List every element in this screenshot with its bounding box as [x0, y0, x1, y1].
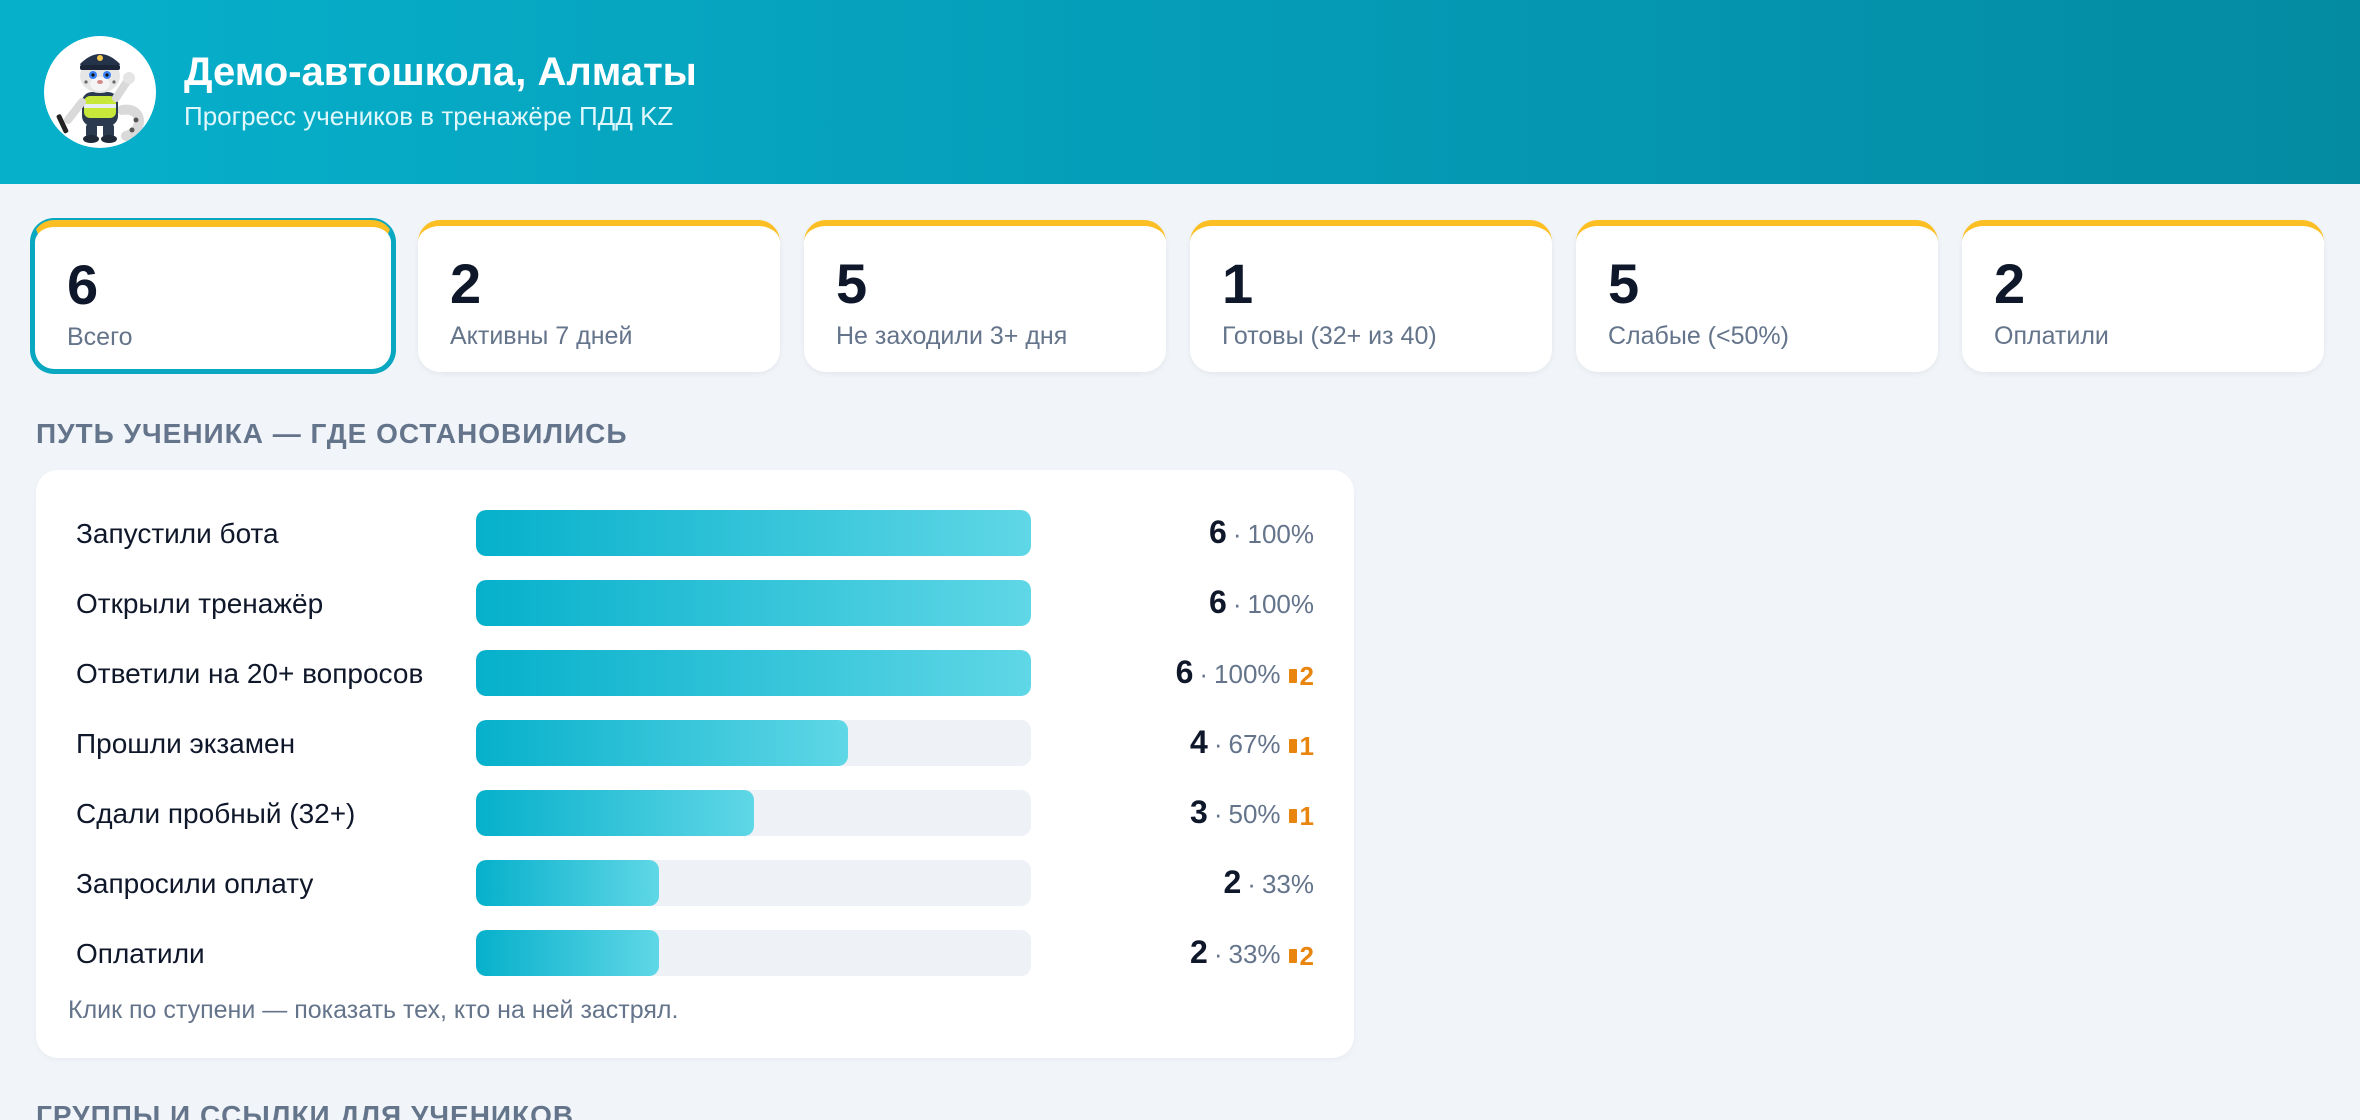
stat-value: 5: [836, 252, 868, 315]
avatar: [44, 36, 156, 148]
funnel-step-label: Сдали пробный (32+): [76, 798, 356, 829]
funnel-step-percent: 100%: [1247, 589, 1315, 619]
stuck-badge: 1: [1288, 730, 1314, 762]
funnel-bar-fill: [476, 790, 754, 836]
stuck-marker-icon: [1288, 669, 1297, 683]
stuck-badge: 1: [1288, 800, 1314, 832]
stat-value: 2: [450, 252, 482, 315]
stuck-count: 2: [1299, 940, 1314, 971]
funnel-step-count: 2: [1190, 934, 1208, 970]
stat-label: Оплатили: [1994, 322, 2109, 350]
funnel-step-count: 3: [1190, 794, 1208, 830]
funnel-bar-track: [476, 790, 1031, 836]
stat-value: 2: [1994, 252, 2026, 315]
separator-dot: ·: [1199, 659, 1209, 689]
funnel-step-stats: 2 · 33% 2: [1190, 934, 1314, 974]
funnel-step-stats: 6 · 100%: [1209, 584, 1314, 624]
funnel-step-count: 2: [1223, 864, 1242, 900]
stats-row: 6 Всего 2 Активны 7 дней 5 Не заходили 3…: [32, 218, 2326, 376]
stat-value: 5: [1608, 252, 1640, 315]
funnel-card: Запустили бота 6 · 100% Открыли тренажёр 6 · 10…: [36, 470, 1354, 1058]
stuck-badge: 2: [1288, 940, 1314, 972]
separator-dot: ·: [1247, 869, 1256, 899]
funnel-step[interactable]: Запросили оплату 2 · 33%: [36, 858, 1354, 908]
funnel-step-stats: 3 · 50% 1: [1190, 794, 1314, 834]
funnel-step-percent: 100%: [1247, 519, 1315, 549]
stuck-count: 2: [1299, 660, 1314, 691]
stuck-marker-icon: [1288, 809, 1297, 823]
stuck-marker-icon: [1288, 739, 1297, 753]
separator-dot: ·: [1232, 519, 1242, 549]
funnel-step-percent: 67%: [1228, 729, 1281, 759]
funnel-bar-fill: [476, 650, 1031, 696]
funnel-step[interactable]: Сдали пробный (32+) 3 · 50% 1: [36, 788, 1354, 838]
funnel-step-label: Прошли экзамен: [76, 728, 296, 759]
funnel-bar-fill: [476, 580, 1031, 626]
funnel-step-stats: 4 · 67% 1: [1190, 724, 1314, 764]
separator-dot: ·: [1232, 589, 1242, 619]
funnel-step-percent: 33%: [1261, 869, 1314, 899]
stuck-count: 1: [1299, 800, 1314, 831]
funnel-bar-track: [476, 510, 1031, 556]
funnel-step-label: Открыли тренажёр: [76, 588, 324, 619]
funnel-step[interactable]: Оплатили 2 · 33% 2: [36, 928, 1354, 978]
funnel-bar-fill: [476, 930, 659, 976]
funnel-bar-fill: [476, 510, 1031, 556]
snow-leopard-mascot-icon: [56, 54, 144, 143]
funnel-step[interactable]: Запустили бота 6 · 100%: [36, 508, 1354, 558]
funnel-bar-track: [476, 860, 1031, 906]
stuck-count: 1: [1299, 730, 1314, 761]
funnel-bar-fill: [476, 860, 659, 906]
funnel-step-count: 6: [1175, 654, 1194, 690]
groups-section-title: ГРУППЫ И ССЫЛКИ ДЛЯ УЧЕНИКОВ: [36, 1100, 575, 1120]
funnel-bar-track: [476, 720, 1031, 766]
stat-label: Активны 7 дней: [450, 322, 633, 350]
funnel-bar-track: [476, 650, 1031, 696]
funnel-step-count: 6: [1209, 514, 1227, 550]
funnel-step-label: Запросили оплату: [76, 868, 314, 899]
stat-card-inactive-3-days[interactable]: 5 Не заходили 3+ дня: [804, 220, 1166, 372]
funnel-bar-fill: [476, 720, 848, 766]
funnel-step-stats: 6 · 100%: [1209, 514, 1314, 554]
funnel-step[interactable]: Ответили на 20+ вопросов 6 · 100% 2: [36, 648, 1354, 698]
stuck-badge: 2: [1288, 660, 1314, 692]
funnel-step-label: Запустили бота: [76, 518, 279, 549]
stat-label: Готовы (32+ из 40): [1222, 322, 1437, 350]
stat-card-active-7-days[interactable]: 2 Активны 7 дней: [418, 220, 780, 372]
funnel-bar-track: [476, 930, 1031, 976]
page-subtitle: Прогресс учеников в тренажёре ПДД KZ: [184, 101, 674, 131]
stuck-marker-icon: [1288, 949, 1297, 963]
funnel-step-percent: 33%: [1228, 939, 1281, 969]
funnel-step[interactable]: Прошли экзамен 4 · 67% 1: [36, 718, 1354, 768]
stat-label: Не заходили 3+ дня: [836, 322, 1068, 350]
funnel-step[interactable]: Открыли тренажёр 6 · 100%: [36, 578, 1354, 628]
stat-card-ready[interactable]: 1 Готовы (32+ из 40): [1190, 220, 1552, 372]
header-banner: Демо-автошкола, Алматы Прогресс учеников…: [0, 0, 2360, 184]
funnel-bar-track: [476, 580, 1031, 626]
page-title: Демо-автошкола, Алматы: [184, 50, 697, 94]
funnel-hint: Клик по ступени — показать тех, кто на н…: [68, 996, 679, 1024]
separator-dot: ·: [1213, 939, 1223, 969]
separator-dot: ·: [1213, 729, 1223, 759]
funnel-step-label: Ответили на 20+ вопросов: [76, 658, 424, 689]
stat-card-paid[interactable]: 2 Оплатили: [1962, 220, 2324, 372]
stat-value: 6: [67, 253, 99, 316]
stat-label: Всего: [67, 323, 133, 351]
funnel-step-percent: 50%: [1228, 799, 1281, 829]
stat-card-weak[interactable]: 5 Слабые (<50%): [1576, 220, 1938, 372]
funnel-step-label: Оплатили: [76, 938, 205, 969]
stat-card-total[interactable]: 6 Всего: [32, 220, 394, 372]
funnel-step-stats: 6 · 100% 2: [1176, 654, 1314, 694]
stat-value: 1: [1222, 252, 1254, 315]
funnel-step-count: 6: [1209, 584, 1227, 620]
funnel-step-percent: 100%: [1214, 659, 1281, 689]
funnel-step-count: 4: [1190, 724, 1208, 760]
funnel-section-title: ПУТЬ УЧЕНИКА — ГДЕ ОСТАНОВИЛИСЬ: [36, 418, 628, 449]
funnel-step-stats: 2 · 33%: [1223, 864, 1314, 904]
stat-label: Слабые (<50%): [1608, 322, 1789, 350]
separator-dot: ·: [1213, 799, 1223, 829]
